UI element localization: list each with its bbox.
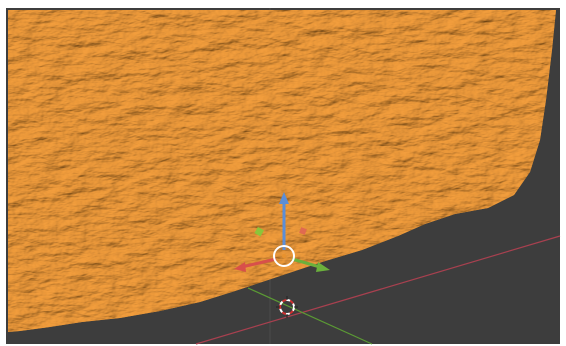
x-axis-line (195, 235, 561, 345)
3d-cursor (276, 296, 298, 318)
y-arrow-head[interactable] (316, 262, 330, 272)
y-axis-line (247, 287, 373, 345)
x-arrow[interactable] (241, 257, 277, 269)
plane-handle[interactable] (254, 226, 264, 237)
plane-handle[interactable] (299, 227, 307, 235)
z-arrow-head[interactable] (279, 192, 289, 204)
x-arrow-head[interactable] (234, 262, 246, 272)
y-arrow[interactable] (291, 257, 321, 269)
origin-dot (282, 254, 286, 258)
center-handle[interactable] (273, 245, 295, 267)
transform-gizmo[interactable] (234, 192, 330, 272)
